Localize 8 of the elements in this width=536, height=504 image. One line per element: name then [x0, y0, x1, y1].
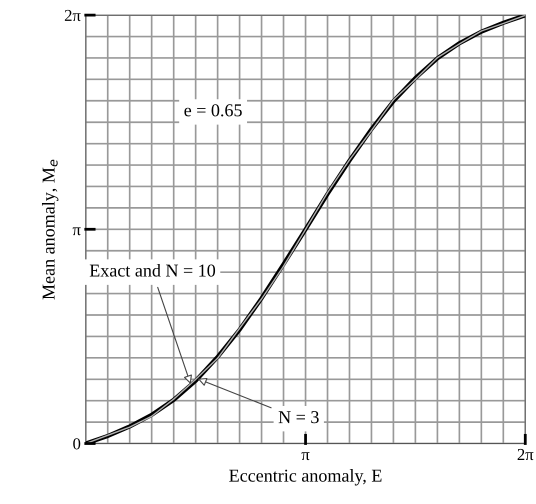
- y-tick-label: 2π: [64, 10, 81, 22]
- annotation: N = 3: [278, 411, 319, 424]
- y-tick-label: π: [72, 227, 81, 236]
- y-axis-title: Mean anomaly, M$_{e}$: [42, 160, 58, 300]
- annotation: e = 0.65: [184, 104, 242, 116]
- annotation: Exact and N = 10: [90, 264, 216, 277]
- y-tick-label: 0: [73, 438, 80, 450]
- x-axis-title: Eccentric anomaly, E: [229, 469, 382, 486]
